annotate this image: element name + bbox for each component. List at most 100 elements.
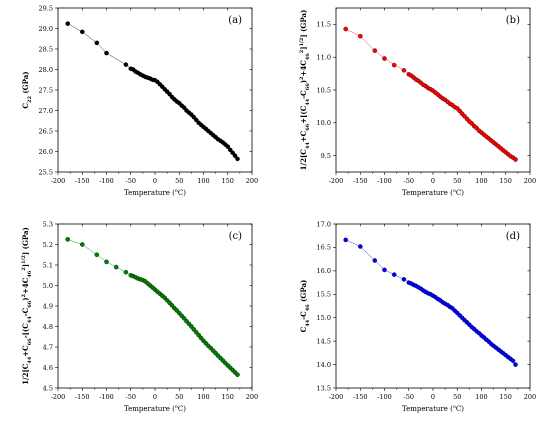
x-tick-label-b: -200 [329, 177, 344, 185]
plot-frame-a [57, 7, 253, 173]
y-tick-label-c: 4.6 [43, 364, 53, 372]
data-point-a [104, 50, 109, 56]
data-point-c [80, 242, 85, 247]
y-tick-label-a: 28.0 [39, 66, 53, 74]
x-tick-label-d: -200 [329, 393, 344, 401]
data-point-d [510, 358, 516, 364]
y-axis-title-d: C44-C46 (GPa) [299, 280, 311, 333]
panel-label-c: (c) [229, 231, 243, 242]
data-point-a [193, 117, 199, 123]
data-point-b [391, 62, 397, 68]
panel-d: -200 -150 -100 -50 0 50 100 150 200 13.5 14.0 14.5 1… [299, 220, 536, 413]
x-tick-label-d: -50 [404, 393, 414, 401]
x-tick-label-a: -100 [99, 177, 114, 185]
y-tick-label-c: 4.8 [43, 323, 53, 331]
y-tick-label-b: 11.0 [317, 54, 331, 62]
data-point-b [513, 157, 518, 162]
y-tick-label-b: 11.5 [317, 21, 331, 29]
x-tick-label-a: 0 [153, 177, 157, 185]
data-point-c [123, 269, 129, 275]
x-tick-label-d: 150 [500, 393, 512, 401]
fit-line-a [67, 23, 238, 160]
x-tick-label-c: -50 [126, 393, 136, 401]
y-tick-label-a: 27.5 [39, 86, 53, 94]
y-tick-label-d: 15.0 [317, 314, 331, 322]
y-tick-label-c: 5.0 [43, 282, 53, 290]
y-tick-label-c: 5.3 [43, 220, 53, 228]
x-tick-label-b: 50 [453, 177, 461, 185]
data-point-a [235, 156, 240, 162]
y-tick-label-a: 26.5 [39, 127, 53, 135]
x-tick-label-b: 200 [524, 177, 536, 185]
x-tick-label-d: -100 [377, 393, 392, 401]
x-tick-label-c: 0 [153, 393, 157, 401]
data-point-d [401, 277, 407, 282]
x-tick-label-a: -200 [51, 177, 66, 185]
data-point-c [189, 324, 194, 329]
data-point-a [123, 62, 129, 67]
y-tick-label-d: 17.0 [317, 220, 331, 228]
data-point-d [513, 362, 518, 367]
x-tick-label-a: 100 [197, 177, 209, 185]
y-tick-label-a: 28.5 [39, 45, 53, 53]
y-tick-label-c: 4.7 [43, 343, 53, 351]
x-tick-label-c: 50 [175, 393, 183, 401]
y-tick-label-d: 15.5 [317, 291, 331, 299]
y-axis-title-b: 1/2[C44+C66+[(C44-C66)2+4C462]1/2] (GPa) [299, 10, 311, 171]
x-tick-label-a: -150 [75, 177, 90, 185]
x-axis-title-b: Temperature (oC) [402, 188, 464, 197]
x-tick-label-a: -50 [126, 177, 136, 185]
data-point-a [232, 153, 238, 158]
y-tick-label-b: 9.5 [321, 152, 331, 160]
plot-frame-c [57, 223, 253, 389]
data-point-c [181, 316, 187, 321]
y-tick-label-d: 16.5 [317, 244, 331, 252]
y-tick-label-b: 10.5 [317, 86, 331, 94]
y-tick-label-d: 14.5 [317, 337, 331, 345]
data-point-a [65, 21, 70, 26]
x-tick-label-c: 100 [197, 393, 209, 401]
x-tick-label-d: 50 [453, 393, 461, 401]
x-axis-title-a: Temperature (oC) [124, 188, 186, 197]
data-point-a [167, 91, 172, 97]
panel-b: -200 -150 -100 -50 0 50 100 150 200 9.5 10.0 10.5 11… [299, 7, 536, 197]
data-point-c [104, 259, 109, 265]
y-tick-label-d: 16.0 [317, 267, 331, 275]
panel-label-b: (b) [506, 15, 520, 26]
x-tick-label-b: 100 [475, 177, 487, 185]
data-point-c [65, 237, 70, 242]
plot-frame-d [335, 223, 531, 389]
data-point-d [343, 237, 348, 243]
y-tick-label-d: 13.5 [317, 384, 331, 392]
data-point-c [196, 332, 201, 338]
x-tick-label-b: 0 [431, 177, 435, 185]
data-point-d [391, 272, 397, 277]
x-tick-label-b: -150 [353, 177, 368, 185]
x-tick-label-b: 150 [500, 177, 512, 185]
y-tick-label-a: 29.5 [39, 4, 53, 12]
x-tick-label-b: -50 [404, 177, 414, 185]
y-tick-label-b: 10.0 [317, 119, 331, 127]
panel-a: -200 -150 -100 -50 0 50 100 150 200 25.5 26.0 26.5 2… [21, 4, 258, 197]
data-point-c [113, 264, 119, 270]
data-point-d [382, 267, 387, 273]
x-tick-label-c: 150 [222, 393, 234, 401]
data-point-b [343, 26, 348, 32]
data-point-a [94, 40, 100, 46]
panel-label-a: (a) [228, 15, 242, 26]
data-point-b [372, 48, 378, 53]
x-tick-label-d: -150 [353, 393, 368, 401]
y-tick-label-a: 25.5 [39, 168, 53, 176]
data-point-c [193, 329, 199, 335]
x-tick-label-d: 100 [475, 393, 487, 401]
y-tick-label-c: 5.1 [43, 261, 53, 269]
x-tick-label-c: 200 [246, 393, 258, 401]
x-axis-title-c: Temperature (oC) [124, 404, 186, 413]
data-point-b [358, 33, 363, 39]
data-point-a [225, 144, 231, 149]
data-point-c [94, 252, 100, 257]
data-point-c [235, 372, 240, 377]
x-axis-title-d: Temperature (oC) [402, 404, 464, 413]
x-tick-label-c: -100 [99, 393, 114, 401]
